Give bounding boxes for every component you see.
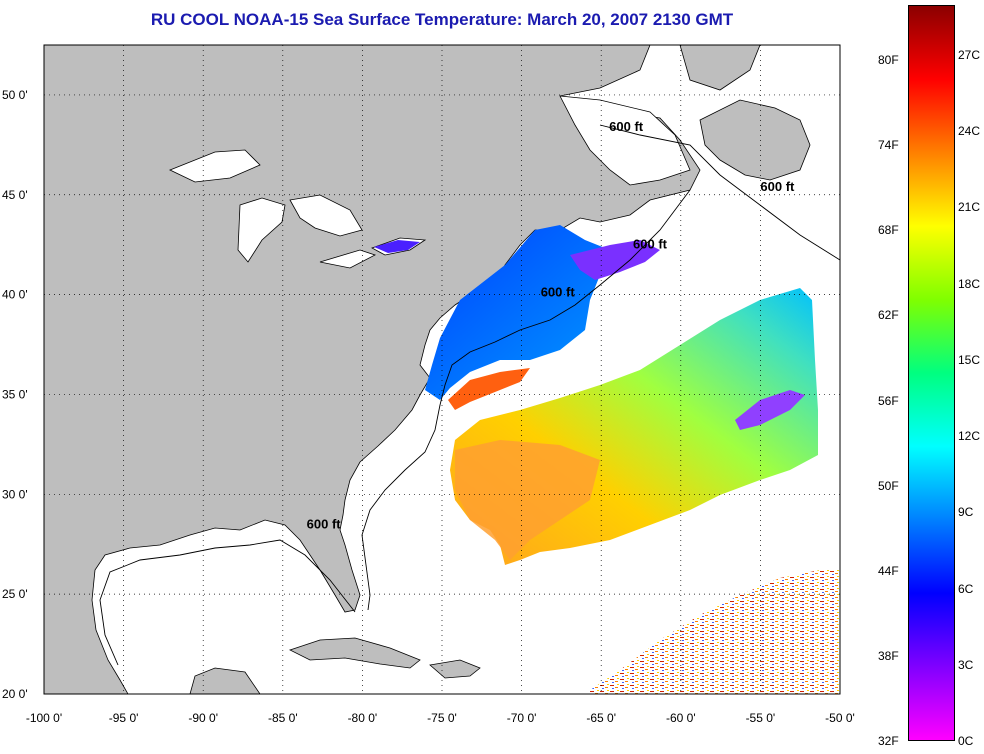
x-tick-label: -90 0'	[188, 711, 218, 725]
sst-southeast-speckle	[590, 570, 840, 694]
celsius-label: 0C	[958, 734, 974, 748]
y-tick-label: 45 0'	[2, 188, 28, 202]
y-axis-ticks: 50 0' 45 0' 40 0' 35 0' 30 0' 25 0' 20 0'	[2, 88, 28, 701]
land-newfoundland	[699, 99, 811, 181]
x-tick-label: -55 0'	[746, 711, 776, 725]
land-hispaniola	[429, 659, 481, 679]
x-tick-label: -95 0'	[109, 711, 139, 725]
celsius-label: 24C	[958, 124, 981, 139]
fahrenheit-label: 44F	[878, 563, 899, 578]
celsius-label: 18C	[958, 276, 981, 291]
contour-label: 600 ft	[541, 285, 576, 300]
y-tick-label: 40 0'	[2, 288, 28, 302]
celsius-label: 12C	[958, 429, 981, 444]
map-title: RU COOL NOAA-15 Sea Surface Temperature:…	[150, 10, 734, 29]
fahrenheit-label: 62F	[878, 308, 899, 323]
fahrenheit-label: 74F	[878, 138, 899, 153]
y-tick-label: 35 0'	[2, 387, 28, 401]
sst-coastal-cold	[425, 225, 630, 400]
celsius-label: 3C	[958, 657, 974, 672]
sst-gulf-maine	[570, 240, 660, 280]
celsius-label: 21C	[958, 200, 981, 215]
contour-label: 600 ft	[307, 516, 342, 531]
contour-label: 600 ft	[760, 179, 795, 194]
sst-subtropical	[455, 440, 600, 560]
fahrenheit-label: 32F	[878, 734, 899, 748]
fahrenheit-label: 68F	[878, 223, 899, 238]
x-tick-label: -65 0'	[586, 711, 616, 725]
map-grid	[43, 45, 841, 695]
st-lawrence	[559, 95, 691, 186]
land-north-america	[44, 45, 701, 694]
fahrenheit-label: 38F	[878, 648, 899, 663]
sst-lake-ontario	[374, 240, 420, 253]
y-tick-label: 30 0'	[2, 487, 28, 501]
contour-600ft	[99, 124, 840, 666]
x-tick-label: -80 0'	[348, 711, 378, 725]
fahrenheit-label: 50F	[878, 478, 899, 493]
fahrenheit-label: 56F	[878, 393, 899, 408]
x-tick-label: -50 0'	[825, 711, 855, 725]
temperature-colorbar	[908, 5, 955, 741]
land-labrador	[679, 45, 761, 91]
x-axis-ticks: -100 0' -95 0' -90 0' -85 0' -80 0' -75 0' -70…	[26, 711, 855, 725]
celsius-label: 6C	[958, 581, 974, 596]
celsius-label: 27C	[958, 48, 981, 62]
contour-label: 600 ft	[609, 119, 644, 134]
x-tick-label: -100 0'	[26, 711, 62, 725]
fahrenheit-label: 80F	[878, 53, 899, 67]
x-tick-label: -60 0'	[666, 711, 696, 725]
x-tick-label: -75 0'	[427, 711, 457, 725]
land-cuba	[288, 637, 421, 669]
celsius-label: 15C	[958, 352, 981, 367]
y-tick-label: 50 0'	[2, 88, 28, 102]
contour-labels: 600 ft 600 ft 600 ft 600 ft 600 ft	[307, 119, 795, 531]
contour-label: 600 ft	[633, 237, 668, 252]
sst-gulf-stream	[448, 368, 530, 410]
y-tick-label: 20 0'	[2, 687, 28, 701]
x-tick-label: -85 0'	[268, 711, 298, 725]
x-tick-label: -70 0'	[507, 711, 537, 725]
great-lakes	[169, 149, 427, 269]
celsius-label: 9C	[958, 505, 974, 520]
land-yucatan	[189, 667, 261, 694]
sst-purple-patch	[735, 390, 805, 430]
y-tick-label: 25 0'	[2, 587, 28, 601]
